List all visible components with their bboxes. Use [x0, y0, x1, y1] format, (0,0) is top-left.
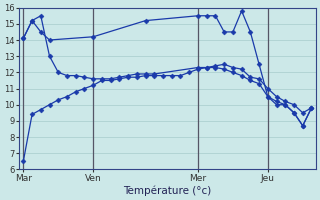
X-axis label: Température (°c): Température (°c)	[123, 185, 212, 196]
